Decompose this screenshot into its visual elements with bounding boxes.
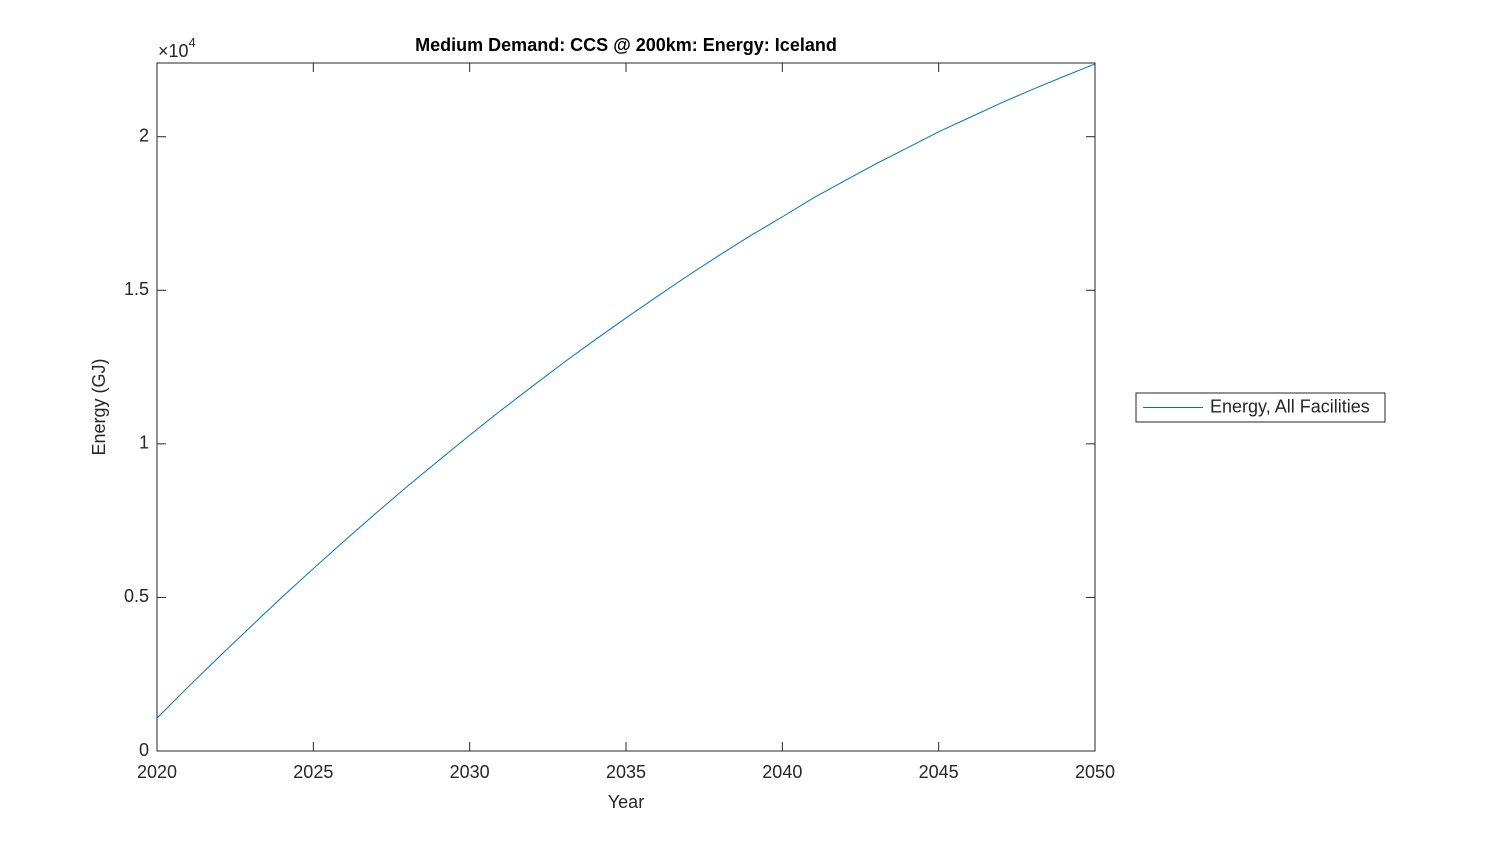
y-multiplier-base: ×10 [158, 41, 189, 61]
x-axis-label: Year [608, 792, 644, 812]
y-tick-label: 1.5 [124, 279, 149, 299]
y-tick-label: 1 [139, 433, 149, 453]
x-tick-label: 2025 [293, 762, 333, 782]
y-tick-label: 2 [139, 125, 149, 145]
x-tick-label: 2020 [137, 762, 177, 782]
plot-area [156, 62, 1096, 752]
y-axis-label: Energy (GJ) [89, 358, 109, 455]
y-multiplier: ×104 [158, 35, 196, 60]
x-tick-label: 2035 [606, 762, 646, 782]
chart-title: Medium Demand: CCS @ 200km: Energy: Icel… [415, 35, 837, 55]
y-multiplier-exponent: 4 [189, 35, 196, 50]
y-tick-label: 0 [139, 740, 149, 760]
x-tick-label: 2040 [762, 762, 802, 782]
x-tick-label: 2050 [1075, 762, 1115, 782]
legend-label: Energy, All Facilities [1210, 396, 1370, 416]
x-tick-label: 2030 [450, 762, 490, 782]
line-series [156, 63, 1096, 719]
y-tick-label: 0.5 [124, 586, 149, 606]
x-tick-label: 2045 [919, 762, 959, 782]
